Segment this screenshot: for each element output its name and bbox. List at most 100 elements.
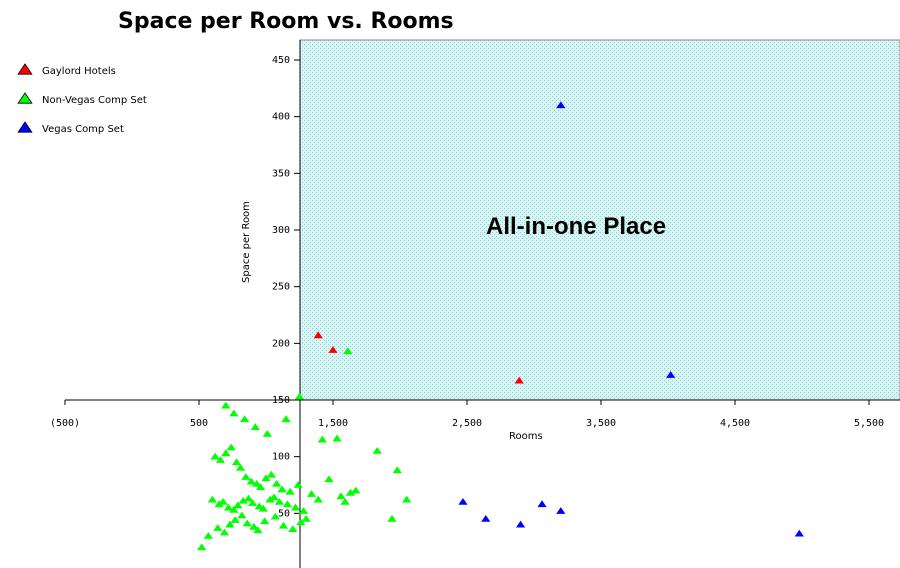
- legend-marker-icon: [17, 121, 33, 133]
- data-point: [218, 497, 228, 505]
- data-point: [281, 415, 291, 423]
- data-point: [229, 505, 239, 513]
- data-point: [298, 507, 309, 514]
- data-point: [221, 449, 231, 457]
- x-axis-label: Rooms: [509, 431, 543, 442]
- legend-label: Gaylord Hotels: [42, 66, 116, 77]
- legend-item: Non-Vegas Comp Set: [17, 92, 147, 106]
- y-axis-label: Space per Room: [241, 201, 252, 283]
- data-point: [296, 518, 306, 526]
- data-point: [225, 520, 235, 528]
- data-point: [246, 477, 256, 485]
- data-point: [293, 480, 303, 488]
- data-point: [241, 473, 251, 480]
- data-point: [237, 511, 247, 519]
- data-point: [336, 492, 346, 500]
- data-point: [285, 487, 295, 495]
- data-point: [402, 495, 412, 503]
- x-tick-label: 3,500: [586, 418, 616, 429]
- legend-item: Vegas Comp Set: [17, 121, 124, 135]
- data-point: [516, 520, 526, 528]
- data-point: [328, 346, 338, 353]
- data-point: [249, 522, 259, 530]
- data-point: [197, 543, 207, 551]
- data-point: [203, 531, 213, 539]
- data-point: [253, 526, 263, 534]
- data-point: [252, 479, 262, 487]
- x-tick-label: 1,500: [318, 418, 348, 429]
- data-point: [301, 514, 311, 522]
- data-point: [277, 485, 287, 493]
- legend: Gaylord Hotels Non-Vegas Comp Set Vegas Co…: [17, 63, 147, 135]
- data-point: [260, 517, 270, 525]
- all-in-one-region: [300, 40, 900, 400]
- data-point: [243, 494, 254, 502]
- data-point: [231, 458, 242, 466]
- y-tick-label: 150: [272, 395, 290, 406]
- legend-marker-icon: [17, 63, 33, 75]
- y-tick-label: 300: [272, 225, 290, 236]
- data-point: [288, 525, 298, 532]
- data-point: [666, 371, 676, 378]
- data-point: [265, 495, 275, 503]
- data-point: [235, 463, 246, 471]
- data-point: [306, 490, 317, 497]
- data-point: [294, 392, 305, 400]
- data-point: [345, 488, 356, 496]
- data-point: [210, 452, 220, 460]
- data-point: [332, 434, 342, 442]
- legend-label: Non-Vegas Comp Set: [42, 95, 147, 106]
- data-point: [351, 486, 361, 494]
- data-point: [250, 423, 260, 430]
- data-point: [556, 101, 566, 109]
- y-tick-label: 450: [272, 55, 290, 66]
- data-point: [317, 435, 327, 443]
- x-tick-label: 500: [190, 418, 208, 429]
- data-point: [215, 456, 226, 463]
- y-tick-label: 200: [272, 338, 290, 349]
- series-2: [458, 101, 804, 537]
- y-tick-label: 100: [272, 452, 290, 463]
- data-point: [313, 331, 323, 339]
- legend-marker-icon: [17, 92, 33, 104]
- legend-item: Gaylord Hotels: [17, 63, 116, 77]
- data-point: [213, 524, 223, 531]
- data-point: [290, 503, 301, 511]
- data-points: [197, 101, 804, 551]
- data-point: [794, 529, 804, 537]
- data-point: [248, 499, 258, 506]
- data-point: [387, 514, 397, 522]
- data-point: [219, 528, 230, 536]
- legend-label: Vegas Comp Set: [42, 124, 124, 135]
- data-point: [278, 521, 289, 529]
- data-point: [229, 409, 239, 417]
- data-point: [258, 504, 268, 512]
- data-point: [262, 429, 272, 437]
- data-point: [556, 507, 566, 514]
- data-point: [313, 495, 323, 503]
- data-point: [340, 497, 350, 505]
- annotation-all-in-one-place: All-in-one Place: [486, 213, 666, 240]
- data-point: [239, 415, 250, 423]
- x-tick-label: 4,500: [720, 418, 750, 429]
- data-point: [343, 347, 353, 355]
- x-tick-label: 5,500: [854, 418, 884, 429]
- data-point: [481, 514, 491, 522]
- data-point: [274, 497, 284, 505]
- data-point: [272, 479, 282, 487]
- data-point: [238, 496, 248, 504]
- data-point: [282, 500, 293, 508]
- data-point: [256, 483, 266, 491]
- series-1: [197, 347, 412, 551]
- data-point: [230, 516, 240, 523]
- y-tick-label: 250: [272, 282, 290, 293]
- data-point: [537, 500, 547, 508]
- data-point: [226, 443, 236, 451]
- data-point: [221, 401, 231, 409]
- x-tick-label: (500): [50, 418, 80, 429]
- data-point: [372, 446, 382, 454]
- data-point: [214, 500, 224, 508]
- y-tick-label: 50: [278, 508, 290, 519]
- data-point: [261, 474, 271, 481]
